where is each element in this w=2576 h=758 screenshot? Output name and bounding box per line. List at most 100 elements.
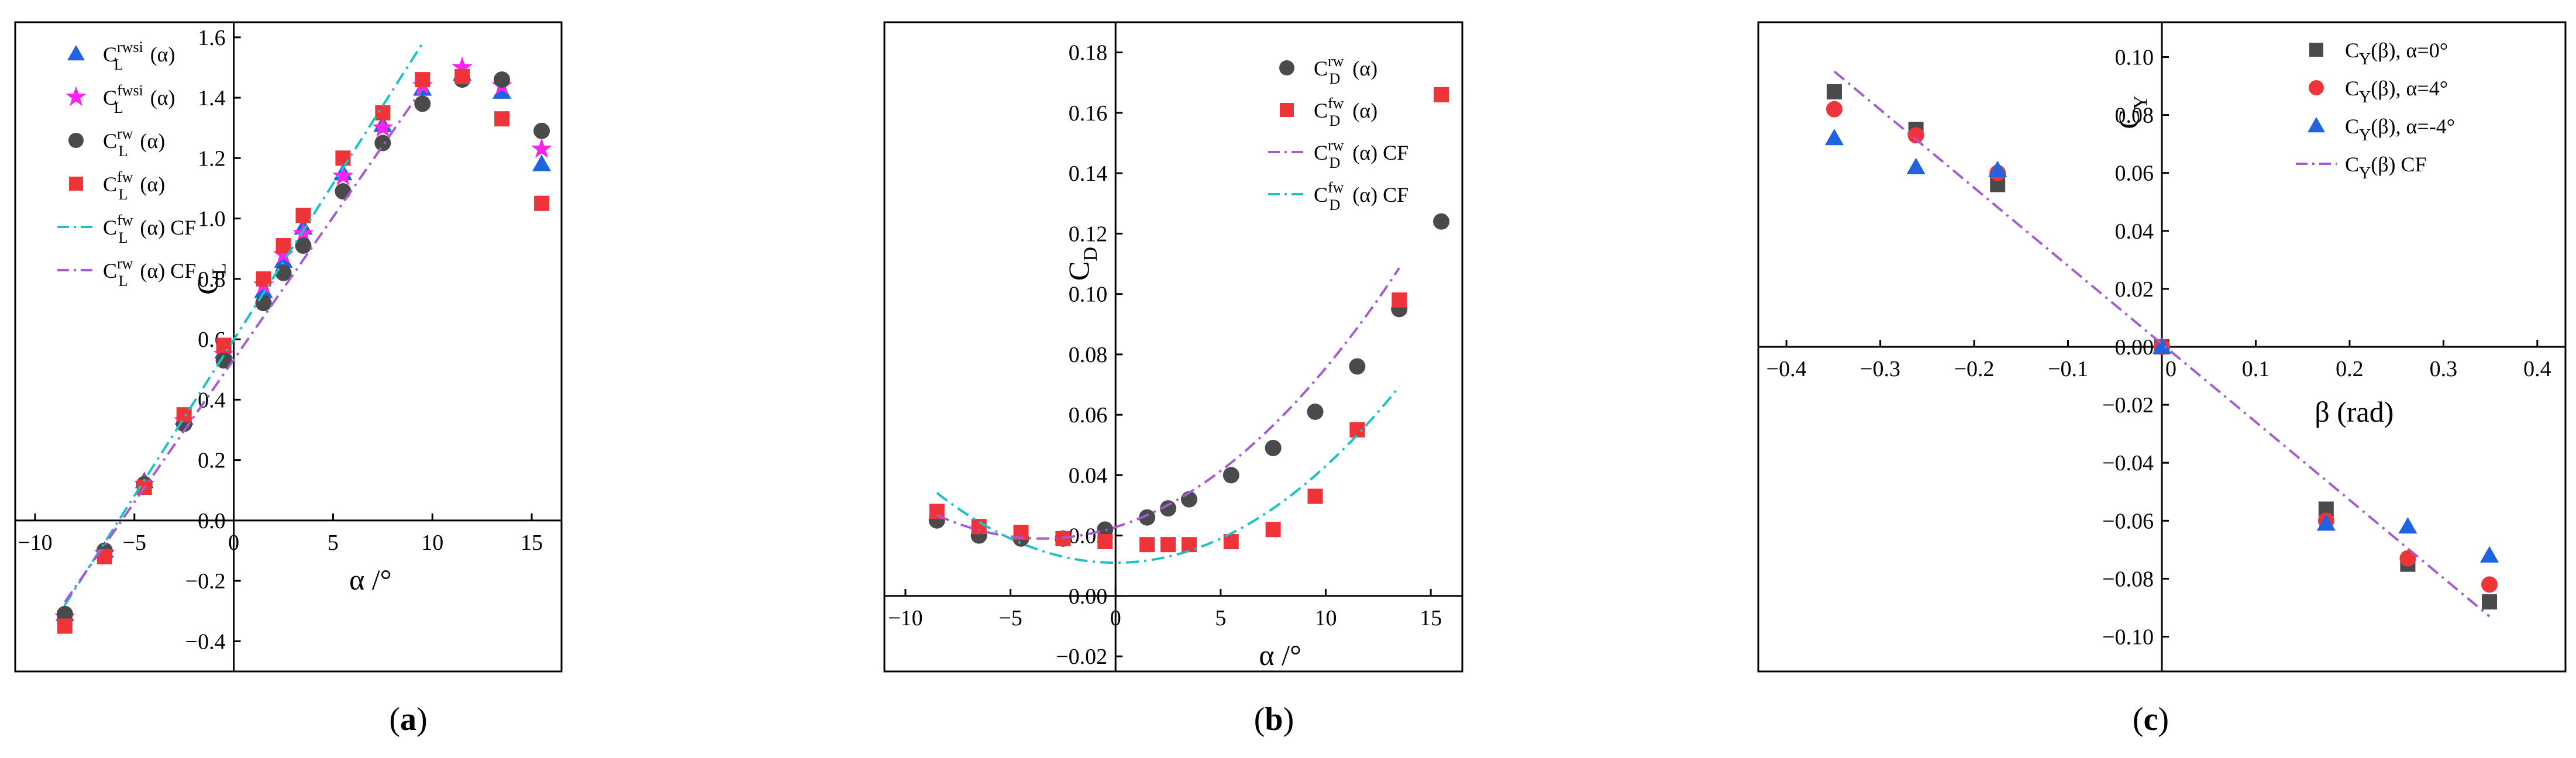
y-tick-label: 0.8 bbox=[198, 267, 226, 292]
data-point bbox=[1307, 404, 1324, 420]
x-axis-label: α /° bbox=[1259, 639, 1301, 671]
panel-caption: (c) bbox=[2133, 701, 2169, 738]
data-point bbox=[493, 82, 512, 99]
y-tick-label: 1.0 bbox=[198, 207, 226, 232]
data-point bbox=[971, 519, 987, 535]
legend-marker bbox=[2309, 80, 2324, 95]
y-tick-label: 0.14 bbox=[1069, 161, 1108, 186]
data-point bbox=[2481, 576, 2498, 593]
y-axis-label: CD bbox=[1062, 247, 1101, 281]
data-point bbox=[275, 238, 291, 254]
legend-marker bbox=[69, 177, 83, 191]
legend-label: Cfw D (α) CF bbox=[1314, 179, 1408, 213]
x-tick-label: 0.3 bbox=[2430, 357, 2458, 381]
x-tick-label: −5 bbox=[998, 606, 1022, 630]
legend-marker bbox=[1280, 103, 1294, 117]
panel-caption: (a) bbox=[389, 701, 427, 738]
legend-marker bbox=[67, 45, 85, 61]
series-3 bbox=[57, 68, 550, 634]
data-point bbox=[1906, 157, 1926, 174]
legend: CY(β), α=0° CY(β), α=4° CY(β), α=-4° CY(β) … bbox=[2296, 39, 2455, 182]
data-point bbox=[1181, 537, 1197, 553]
x-tick-label: 15 bbox=[1420, 606, 1442, 630]
y-tick-label: 0.18 bbox=[1069, 41, 1108, 66]
data-point bbox=[2316, 514, 2336, 531]
y-tick-label: 0.2 bbox=[198, 449, 226, 473]
x-tick-label: 0.1 bbox=[2242, 357, 2270, 381]
x-axis-label: α /° bbox=[349, 563, 392, 596]
series-5 bbox=[64, 88, 423, 603]
legend-label: CY(β) CF bbox=[2345, 153, 2427, 182]
y-tick-label: 0.4 bbox=[198, 388, 226, 412]
x-tick-label: −0.2 bbox=[1954, 357, 1995, 381]
y-tick-label: 0.16 bbox=[1069, 101, 1108, 126]
y-tick-label: −0.2 bbox=[185, 569, 226, 594]
plot-frame bbox=[883, 21, 1463, 673]
data-point bbox=[1826, 101, 1843, 118]
legend-marker bbox=[66, 86, 87, 106]
y-tick-label: 1.6 bbox=[198, 26, 226, 50]
y-axis-label-text: CL bbox=[191, 263, 230, 295]
data-point bbox=[1160, 537, 1176, 553]
x-tick-label: −10 bbox=[888, 606, 922, 630]
y-tick-label: 0.12 bbox=[1069, 222, 1108, 246]
data-point bbox=[415, 72, 431, 88]
series-line bbox=[64, 88, 423, 603]
data-point bbox=[1307, 488, 1323, 504]
y-tick-label: 0.06 bbox=[2115, 161, 2154, 186]
legend-label: CY(β), α=4° bbox=[2345, 77, 2448, 106]
x-tick-label: 5 bbox=[328, 530, 339, 555]
y-tick-label: −0.04 bbox=[2102, 451, 2154, 476]
x-tick-label: 0 bbox=[1110, 606, 1121, 630]
data-point bbox=[332, 165, 354, 185]
x-tick-label: −0.1 bbox=[2048, 357, 2088, 381]
y-tick-label: −0.4 bbox=[185, 629, 226, 654]
x-tick-label: 5 bbox=[1215, 606, 1226, 630]
data-point bbox=[1433, 213, 1450, 230]
data-point bbox=[335, 183, 352, 200]
y-tick-label: −0.02 bbox=[2102, 393, 2154, 418]
data-point bbox=[454, 68, 470, 84]
y-tick-label: 1.2 bbox=[198, 146, 226, 171]
origin-label-y: 0.00 bbox=[2115, 335, 2154, 360]
legend: Crw D (α) Cfw D (α) Crw D (α) CF Cfw D (α) CF bbox=[1268, 53, 1408, 213]
data-point bbox=[2398, 517, 2417, 534]
x-tick-label: −0.3 bbox=[1860, 357, 1900, 381]
y-tick-label: −0.10 bbox=[2102, 625, 2154, 650]
y-axis-label-text: CD bbox=[1062, 247, 1101, 281]
legend-label: CY(β), α=0° bbox=[2345, 39, 2448, 68]
chart-b: −10 −5 0 5 10 15−0.020.000.020.040.060.080.10… bbox=[883, 21, 1463, 738]
data-point bbox=[2479, 546, 2499, 563]
data-point bbox=[531, 138, 552, 158]
x-tick-label: 0 bbox=[228, 530, 239, 555]
legend-label: Crw L (α) bbox=[103, 125, 165, 160]
data-point bbox=[255, 295, 272, 312]
data-point bbox=[2399, 550, 2416, 567]
y-tick-label: 1.4 bbox=[198, 86, 226, 111]
data-point bbox=[335, 150, 351, 166]
data-point bbox=[1349, 422, 1365, 437]
data-point bbox=[1222, 467, 1239, 484]
data-point bbox=[176, 407, 192, 423]
legend-marker bbox=[2309, 43, 2323, 57]
legend-label: CY(β), α=-4° bbox=[2345, 115, 2455, 144]
x-tick-label: 0.4 bbox=[2523, 357, 2551, 381]
series-line bbox=[936, 267, 1400, 540]
data-point bbox=[273, 243, 294, 264]
y-tick-label: −0.02 bbox=[1056, 645, 1107, 669]
legend-label: Cfwsi L (α) bbox=[103, 82, 175, 116]
plot-frame bbox=[14, 21, 563, 673]
data-point bbox=[494, 71, 511, 88]
data-point bbox=[374, 135, 391, 151]
y-tick-label: −0.08 bbox=[2102, 567, 2154, 591]
legend: Crwsi L (α) Cfwsi L (α) Crw L (α) Cfw L (α) Cfw L… bbox=[57, 39, 196, 290]
x-tick-label: 0.2 bbox=[2336, 357, 2364, 381]
y-tick-label: 0.06 bbox=[1069, 403, 1108, 428]
y-tick-label: 0.04 bbox=[2115, 219, 2154, 244]
data-point bbox=[295, 237, 312, 254]
y-tick-label: 0.04 bbox=[1069, 463, 1108, 488]
y-axis-label: CL bbox=[191, 263, 230, 295]
origin-label: 0.0 bbox=[198, 509, 226, 533]
legend-marker bbox=[2308, 117, 2325, 133]
x-tick-label: −0.4 bbox=[1766, 357, 1807, 381]
